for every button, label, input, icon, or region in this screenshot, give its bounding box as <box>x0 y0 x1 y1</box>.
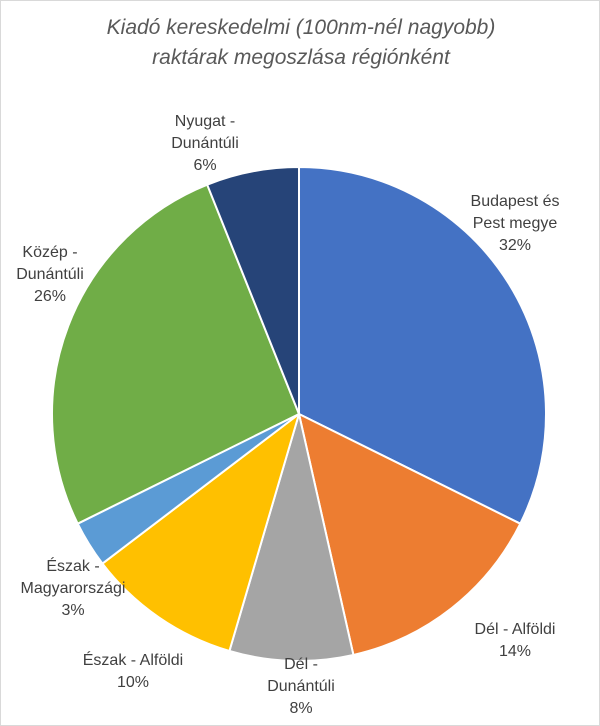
slice-percent: 32% <box>498 237 532 254</box>
slice-percent: 10% <box>116 674 150 691</box>
slice-label-del-dunantuli: Dél - Dunántúli 8% <box>246 654 356 720</box>
slice-label-line: Dunántúli <box>171 135 239 152</box>
slice-label-line: Dél - Alföldi <box>474 621 556 638</box>
slice-label-nyugat-dunantuli: Nyugat - Dunántúli 6% <box>150 111 260 177</box>
pie-slice-5 <box>51 183 300 525</box>
pie-slice-1 <box>298 413 522 656</box>
slice-percent: 26% <box>33 288 67 305</box>
pie-slice-0 <box>298 166 547 525</box>
slice-label-line: Pest megye <box>472 215 558 232</box>
slice-label-line: Magyarországi <box>20 580 126 597</box>
slice-percent: 14% <box>498 643 532 660</box>
slice-label-del-alfoldi: Dél - Alföldi 14% <box>445 619 585 663</box>
slice-label-kozep-dunantuli: Közép - Dunántúli 26% <box>0 242 100 308</box>
chart-title-line-2: raktárak megoszlása régiónként <box>152 46 450 69</box>
slice-label-budapest-es-pest-megye: Budapest és Pest megye 32% <box>450 191 580 257</box>
slice-label-eszak-magyarorszagi: Észak - Magyarországi 3% <box>8 556 138 622</box>
pie-slice-3 <box>101 413 300 652</box>
slice-label-line: Dunántúli <box>16 266 84 283</box>
slice-percent: 6% <box>193 157 217 174</box>
slice-label-line: Budapest és <box>470 193 560 210</box>
slice-label-line: Közép - <box>22 244 78 261</box>
slice-percent: 8% <box>289 700 313 717</box>
slice-label-line: Dél - <box>284 656 318 673</box>
slice-label-line: Észak - <box>46 558 100 575</box>
slice-label-line: Nyugat - <box>174 113 236 130</box>
pie-slice-6 <box>206 166 300 415</box>
slice-label-line: Észak - Alföldi <box>82 652 184 669</box>
chart-title: Kiadó kereskedelmi (100nm-nél nagyobb) r… <box>1 13 600 73</box>
slice-percent: 3% <box>61 602 85 619</box>
slice-label-eszak-alfoldi: Észak - Alföldi 10% <box>68 650 198 694</box>
chart-title-line-1: Kiadó kereskedelmi (100nm-nél nagyobb) <box>106 16 496 39</box>
slice-label-line: Dunántúli <box>267 678 335 695</box>
pie-slice-2 <box>228 413 355 662</box>
